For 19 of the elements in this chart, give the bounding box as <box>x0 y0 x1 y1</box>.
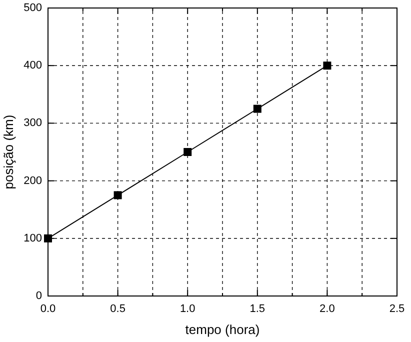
y-tick-label: 300 <box>24 117 42 130</box>
y-tick-label: 0 <box>36 290 42 302</box>
y-tick-label: 100 <box>24 232 42 244</box>
y-axis-title: posição (km) <box>1 114 16 190</box>
x-tick-label: 0.0 <box>40 303 56 315</box>
y-tick-label: 500 <box>24 2 42 14</box>
x-tick-label: 2.0 <box>320 303 335 315</box>
point <box>184 148 192 156</box>
point <box>323 62 332 70</box>
x-tick-label: 1.0 <box>180 303 196 315</box>
point <box>44 234 52 242</box>
point <box>114 191 122 200</box>
x-tick-label: 2.5 <box>389 303 405 315</box>
x-tick-label: 0.5 <box>110 303 126 315</box>
x-tick-label: 1.5 <box>250 303 266 315</box>
x-axis-title: tempo (hora) <box>185 322 260 337</box>
y-tick-label: 200 <box>24 174 42 187</box>
point <box>253 104 262 113</box>
y-tick-label: 400 <box>24 60 42 72</box>
